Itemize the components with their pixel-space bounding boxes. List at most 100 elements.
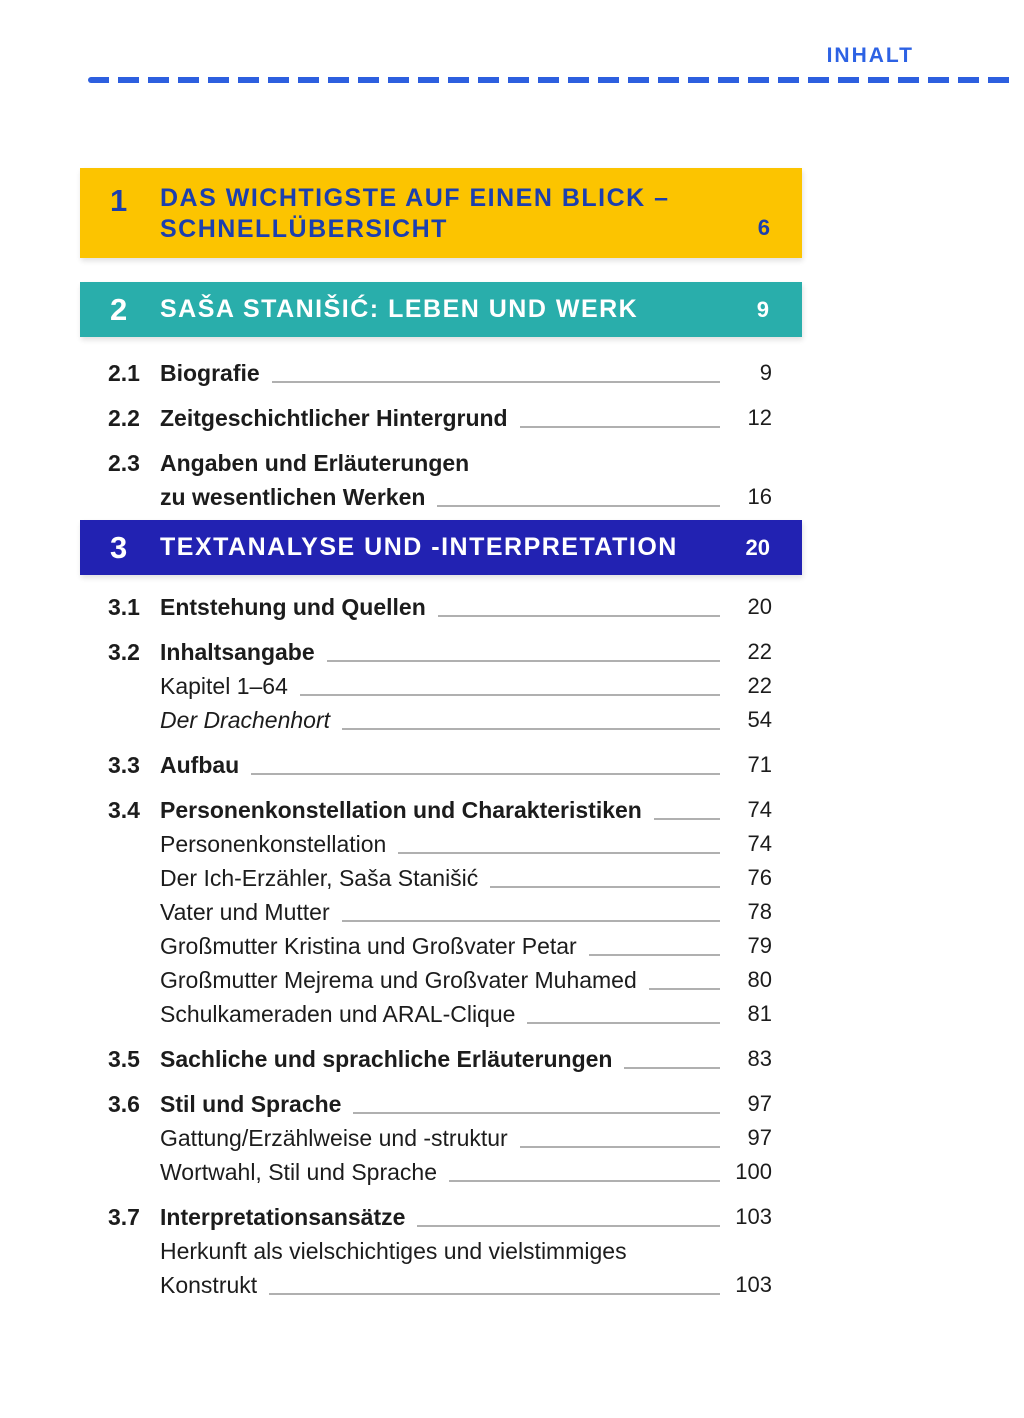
toc-subentry-kapitel: Kapitel 1–64 22	[80, 669, 802, 703]
entry-page-number: 74	[747, 797, 772, 822]
chapter-page-number: 20	[745, 534, 770, 560]
toc-entry-3-1: 3.1 Entstehung und Quellen 20	[80, 590, 802, 624]
chapter-number: 2	[110, 291, 129, 327]
entry-page-number: 97	[747, 1125, 772, 1150]
entry-title: Biografie	[160, 359, 260, 386]
entry-title: Personenkonstellation und Charakteristik…	[160, 796, 642, 823]
entry-page-number: 100	[735, 1159, 772, 1184]
chapter-bar-2: 2 SAŠA STANIŠIĆ: LEBEN UND WERK 9	[80, 282, 802, 337]
toc-subentry-herkunft-line1: Herkunft als vielschichtiges und vielsti…	[80, 1234, 802, 1268]
toc-subentry-mejrema-muhamed: Großmutter Mejrema und Großvater Muhamed…	[80, 963, 802, 997]
leader-line	[519, 426, 720, 428]
entry-page-number: 22	[747, 639, 772, 664]
entry-number: 3.7	[108, 1203, 140, 1230]
leader-line	[437, 615, 720, 617]
toc-subentry-personenkonstellation: Personenkonstellation 74	[80, 827, 802, 861]
leader-line	[341, 920, 720, 922]
entry-title: Vater und Mutter	[160, 898, 330, 925]
entry-number: 3.3	[108, 751, 140, 778]
entry-title: zu wesentlichen Werken	[160, 483, 426, 510]
entry-title: Zeitgeschichtlicher Hintergrund	[160, 404, 508, 431]
entry-title: Herkunft als vielschichtiges und vielsti…	[160, 1237, 627, 1264]
entry-title: Konstrukt	[160, 1271, 258, 1298]
entry-number: 2.1	[108, 359, 140, 386]
chapter-title: SAŠA STANIŠIĆ: LEBEN UND WERK	[160, 295, 639, 323]
toc-entry-3-6: 3.6 Stil und Sprache 97	[80, 1087, 802, 1121]
toc-subentry-ich-erzaehler: Der Ich-Erzähler, Saša Stanišić 76	[80, 861, 802, 895]
leader-line	[299, 694, 720, 696]
page-header-inhalt: INHALT	[826, 44, 914, 67]
leader-line	[417, 1225, 720, 1227]
leader-line	[271, 381, 720, 383]
toc-entry-2-3-line1: 2.3 Angaben und Erläuterungen	[80, 446, 802, 480]
entry-page-number: 79	[747, 933, 772, 958]
chapter-bar-3: 3 TEXTANALYSE UND -INTERPRETATION 20	[80, 520, 802, 575]
toc-entry-3-2: 3.2 Inhaltsangabe 22	[80, 635, 802, 669]
entry-page-number: 54	[747, 707, 772, 732]
leader-line	[624, 1067, 720, 1069]
entry-page-number: 103	[735, 1204, 772, 1229]
entry-title: Sachliche und sprachliche Erläuterungen	[160, 1045, 613, 1072]
entry-title: Wortwahl, Stil und Sprache	[160, 1158, 437, 1185]
toc-subentry-kristina-petar: Großmutter Kristina und Großvater Petar …	[80, 929, 802, 963]
chapter-title-line2: SCHNELLÜBERSICHT	[160, 215, 448, 243]
entry-page-number: 74	[747, 831, 772, 856]
leader-line	[437, 505, 720, 507]
leader-line	[353, 1112, 720, 1114]
entry-title: Schulkameraden und ARAL-Clique	[160, 1000, 516, 1027]
entry-title: Großmutter Kristina und Großvater Petar	[160, 932, 577, 959]
leader-line	[653, 818, 720, 820]
entry-title: Der Ich-Erzähler, Saša Stanišić	[160, 864, 479, 891]
entry-page-number: 78	[747, 899, 772, 924]
entry-page-number: 103	[735, 1272, 772, 1297]
entry-page-number: 22	[747, 673, 772, 698]
entry-title: Großmutter Mejrema und Großvater Muhamed	[160, 966, 637, 993]
toc-subentry-gattung: Gattung/Erzählweise und -struktur 97	[80, 1121, 802, 1155]
entry-number: 3.2	[108, 638, 140, 665]
entry-title: Kapitel 1–64	[160, 672, 288, 699]
leader-line	[251, 773, 720, 775]
table-of-contents: 1 DAS WICHTIGSTE AUF EINEN BLICK – SCHNE…	[80, 168, 802, 1302]
entry-page-number: 9	[759, 360, 772, 385]
entry-title: Interpretationsansätze	[160, 1203, 406, 1230]
entry-page-number: 97	[747, 1091, 772, 1116]
entry-page-number: 83	[747, 1046, 772, 1071]
entry-number: 2.2	[108, 404, 140, 431]
entry-number: 3.5	[108, 1045, 140, 1072]
entry-title: Personenkonstellation	[160, 830, 387, 857]
leader-line	[588, 954, 720, 956]
toc-entry-2-1: 2.1 Biografie 9	[80, 356, 802, 390]
toc-entry-3-7: 3.7 Interpretationsansätze 103	[80, 1200, 802, 1234]
entry-number: 3.1	[108, 593, 140, 620]
chapter-number: 3	[110, 529, 128, 565]
toc-entry-3-5: 3.5 Sachliche und sprachliche Erläuterun…	[80, 1042, 802, 1076]
entry-page-number: 80	[747, 967, 772, 992]
chapter-page-number: 6	[757, 215, 770, 240]
leader-line	[449, 1180, 720, 1182]
entry-number: 3.4	[108, 796, 140, 823]
chapter-title-line1: DAS WICHTIGSTE AUF EINEN BLICK –	[160, 184, 670, 212]
leader-line	[527, 1022, 720, 1024]
toc-entry-3-4: 3.4 Personenkonstellation und Charakteri…	[80, 793, 802, 827]
entry-page-number: 16	[747, 484, 772, 509]
entry-page-number: 71	[747, 752, 772, 777]
leader-line	[398, 852, 720, 854]
leader-line	[490, 886, 720, 888]
toc-entry-2-2: 2.2 Zeitgeschichtlicher Hintergrund 12	[80, 401, 802, 435]
chapter-title: TEXTANALYSE UND -INTERPRETATION	[160, 533, 678, 561]
entry-title: Aufbau	[160, 751, 240, 778]
entry-page-number: 76	[747, 865, 772, 890]
leader-line	[519, 1146, 720, 1148]
entry-number: 3.6	[108, 1090, 140, 1117]
toc-entry-2-3-line2: zu wesentlichen Werken 16	[80, 480, 802, 514]
entry-page-number: 81	[747, 1001, 772, 1026]
entry-title: Stil und Sprache	[160, 1090, 342, 1117]
chapter-page-number: 9	[756, 296, 770, 322]
dashed-divider-line	[88, 77, 1012, 83]
toc-subentry-herkunft-line2: Konstrukt 103	[80, 1268, 802, 1302]
toc-subentry-drachenhort: Der Drachenhort 54	[80, 703, 802, 737]
entry-title: Der Drachenhort	[160, 706, 331, 733]
leader-line	[648, 988, 720, 990]
entry-number: 2.3	[108, 449, 140, 476]
toc-subentry-wortwahl: Wortwahl, Stil und Sprache 100	[80, 1155, 802, 1189]
